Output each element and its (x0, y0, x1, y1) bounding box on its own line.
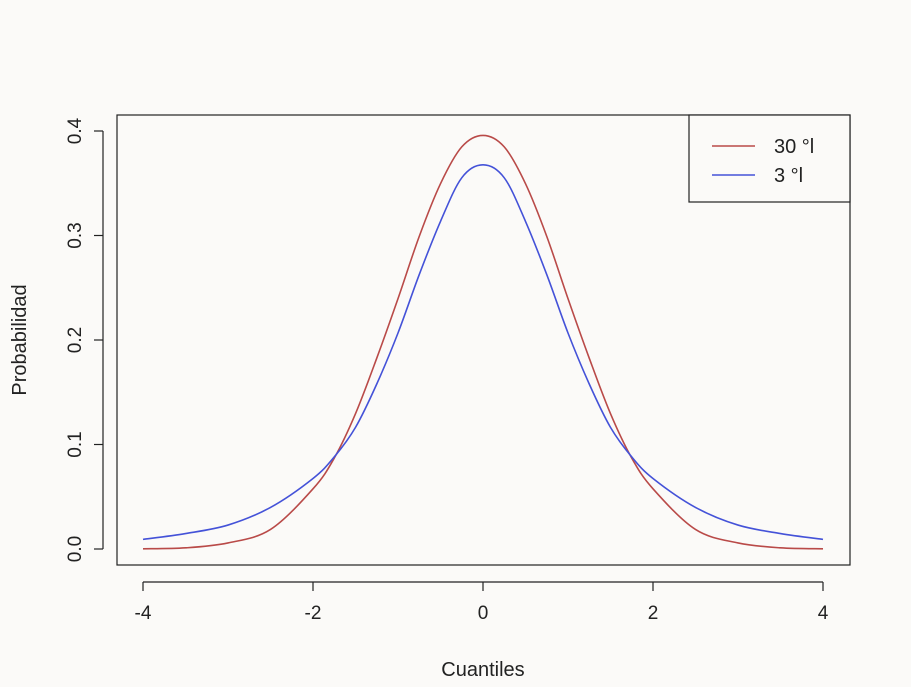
legend-label: 30 °l (774, 136, 814, 158)
axes: -4 -2 0 2 4 0.0 0.1 0.2 0.3 0.4 (65, 117, 829, 624)
x-tick-label: 4 (818, 603, 829, 624)
x-tick-label: -2 (305, 603, 322, 624)
x-axis-title: Cuantiles (441, 659, 524, 681)
y-tick-label: 0.1 (65, 431, 86, 457)
x-tick-label: 2 (648, 603, 659, 624)
legend: 30 °l 3 °l (688, 114, 851, 203)
y-axis-title: Probabilidad (9, 284, 31, 395)
series-line-2 (142, 164, 824, 541)
legend-box (688, 114, 851, 203)
legend-label: 3 °l (774, 165, 803, 187)
plot-frame (116, 114, 851, 566)
x-tick-label: -4 (135, 603, 152, 624)
y-tick-label: 0.4 (65, 117, 86, 144)
series-layer (142, 134, 824, 550)
y-tick-label: 0.2 (65, 327, 86, 353)
y-tick-label: 0.3 (65, 222, 86, 248)
y-tick-label: 0.0 (65, 536, 86, 562)
series-line-1 (142, 134, 824, 550)
x-tick-label: 0 (478, 603, 489, 624)
